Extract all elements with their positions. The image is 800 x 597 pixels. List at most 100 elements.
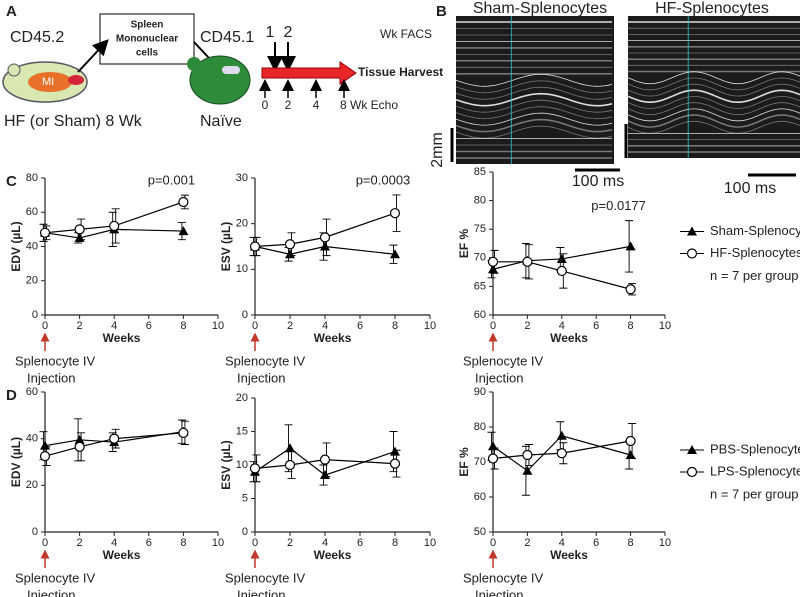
- x-tick-label: 8: [628, 537, 634, 549]
- marker: [74, 441, 85, 452]
- echo-trace: [455, 80, 613, 94]
- marker: [556, 448, 567, 459]
- y-axis-label: ESV (µL): [219, 440, 233, 490]
- marker: [625, 435, 636, 447]
- x-tick-label: 8: [180, 537, 186, 549]
- marker: [389, 208, 401, 219]
- echo-image: [456, 16, 614, 164]
- recipient-note: Naïve: [200, 113, 242, 130]
- echo-trace: [455, 112, 613, 126]
- x-tick-label: 8: [628, 320, 634, 332]
- y-tick-label: 15: [236, 425, 248, 437]
- marker: [488, 264, 498, 274]
- marker: [556, 430, 567, 440]
- marker: [178, 196, 189, 208]
- facs-week: 1: [266, 24, 275, 41]
- injection-label: Injection: [237, 370, 285, 385]
- cells-label: Spleen: [131, 20, 164, 31]
- y-tick-label: 75: [474, 223, 486, 235]
- y-axis-label: EDV (µL): [9, 221, 23, 271]
- marker: [487, 453, 499, 464]
- y-tick-label: 0: [32, 309, 38, 321]
- recipient-mouse: [187, 55, 251, 105]
- marker: [109, 433, 120, 444]
- y-tick-label: 70: [474, 456, 486, 468]
- y-axis-label: EDV (µL): [9, 437, 23, 487]
- series-line: [492, 245, 631, 270]
- echo-trace: [627, 77, 800, 91]
- marker: [488, 441, 498, 451]
- x-tick-label: 8: [392, 320, 398, 332]
- x-tick-label: 2: [287, 320, 293, 332]
- injection-label: Splenocyte IV: [15, 570, 96, 585]
- y-tick-label: 65: [474, 280, 486, 292]
- marker: [556, 253, 567, 263]
- marker: [39, 227, 51, 238]
- marker: [625, 241, 636, 251]
- marker: [249, 463, 261, 474]
- depth-scale: 2mm: [429, 132, 446, 168]
- marker: [74, 224, 85, 235]
- marker: [320, 241, 330, 251]
- injection-label: Injection: [27, 370, 75, 385]
- series-line: [254, 212, 396, 248]
- series-line: [254, 245, 396, 255]
- echo-trace: [455, 118, 613, 133]
- marker: [39, 451, 51, 462]
- echo-trace: [455, 125, 613, 139]
- echo-arrows: [259, 79, 350, 98]
- marker: [390, 249, 400, 259]
- x-tick-label: 4: [322, 320, 328, 332]
- y-tick-label: 20: [236, 218, 248, 230]
- x-axis-label: Weeks: [103, 548, 141, 562]
- panel-label: D: [6, 387, 17, 404]
- echo-title: Sham-Splenocytes: [473, 0, 607, 17]
- x-tick-label: 4: [559, 537, 565, 549]
- injection-label: Splenocyte IV: [15, 353, 96, 368]
- panel-label: A: [6, 3, 17, 20]
- marker: [522, 465, 533, 475]
- y-tick-label: 80: [26, 172, 38, 184]
- panel-label: B: [436, 3, 447, 20]
- axes: [254, 398, 430, 533]
- y-tick-label: 70: [474, 252, 486, 264]
- echo-trace: [455, 86, 613, 100]
- y-tick-label: 80: [474, 421, 486, 433]
- y-tick-label: 60: [474, 309, 486, 321]
- x-tick-label: 2: [524, 537, 530, 549]
- series-line: [44, 228, 184, 239]
- y-tick-label: 0: [242, 526, 248, 538]
- y-tick-label: 40: [26, 433, 38, 445]
- y-axis-label: EF %: [457, 447, 471, 477]
- y-tick-label: 60: [474, 491, 486, 503]
- time-scale: 100 ms: [572, 173, 624, 190]
- y-tick-label: 20: [26, 275, 38, 287]
- echo-trace: [627, 71, 800, 85]
- time-scale: 100 ms: [724, 180, 776, 197]
- recipient-label: CD45.1: [200, 29, 254, 46]
- legend-label: HF-Splenocytes: [710, 245, 800, 260]
- marker: [74, 434, 85, 444]
- marker: [522, 449, 533, 461]
- y-tick-label: 30: [236, 172, 248, 184]
- injection-label: Splenocyte IV: [225, 570, 306, 585]
- x-tick-label: 10: [212, 537, 224, 549]
- x-tick-label: 0: [42, 537, 48, 549]
- marker: [625, 284, 636, 295]
- marker: [487, 256, 499, 267]
- legend-marker: [686, 466, 698, 478]
- series-line: [44, 432, 184, 457]
- donor-note: HF (or Sham) 8 Wk: [4, 113, 143, 130]
- injection-label: Injection: [237, 587, 285, 597]
- donor-mouse: [2, 61, 88, 103]
- echo-title: HF-Splenocytes: [655, 0, 769, 17]
- echo-trace: [455, 92, 613, 107]
- x-tick-label: 2: [524, 320, 530, 332]
- y-tick-label: 85: [474, 166, 486, 178]
- echo-images: [455, 16, 800, 164]
- x-tick-label: 6: [593, 537, 599, 549]
- x-tick-label: 0: [252, 320, 258, 332]
- echo-trace: [455, 73, 613, 87]
- timeline-arrow: [261, 61, 357, 85]
